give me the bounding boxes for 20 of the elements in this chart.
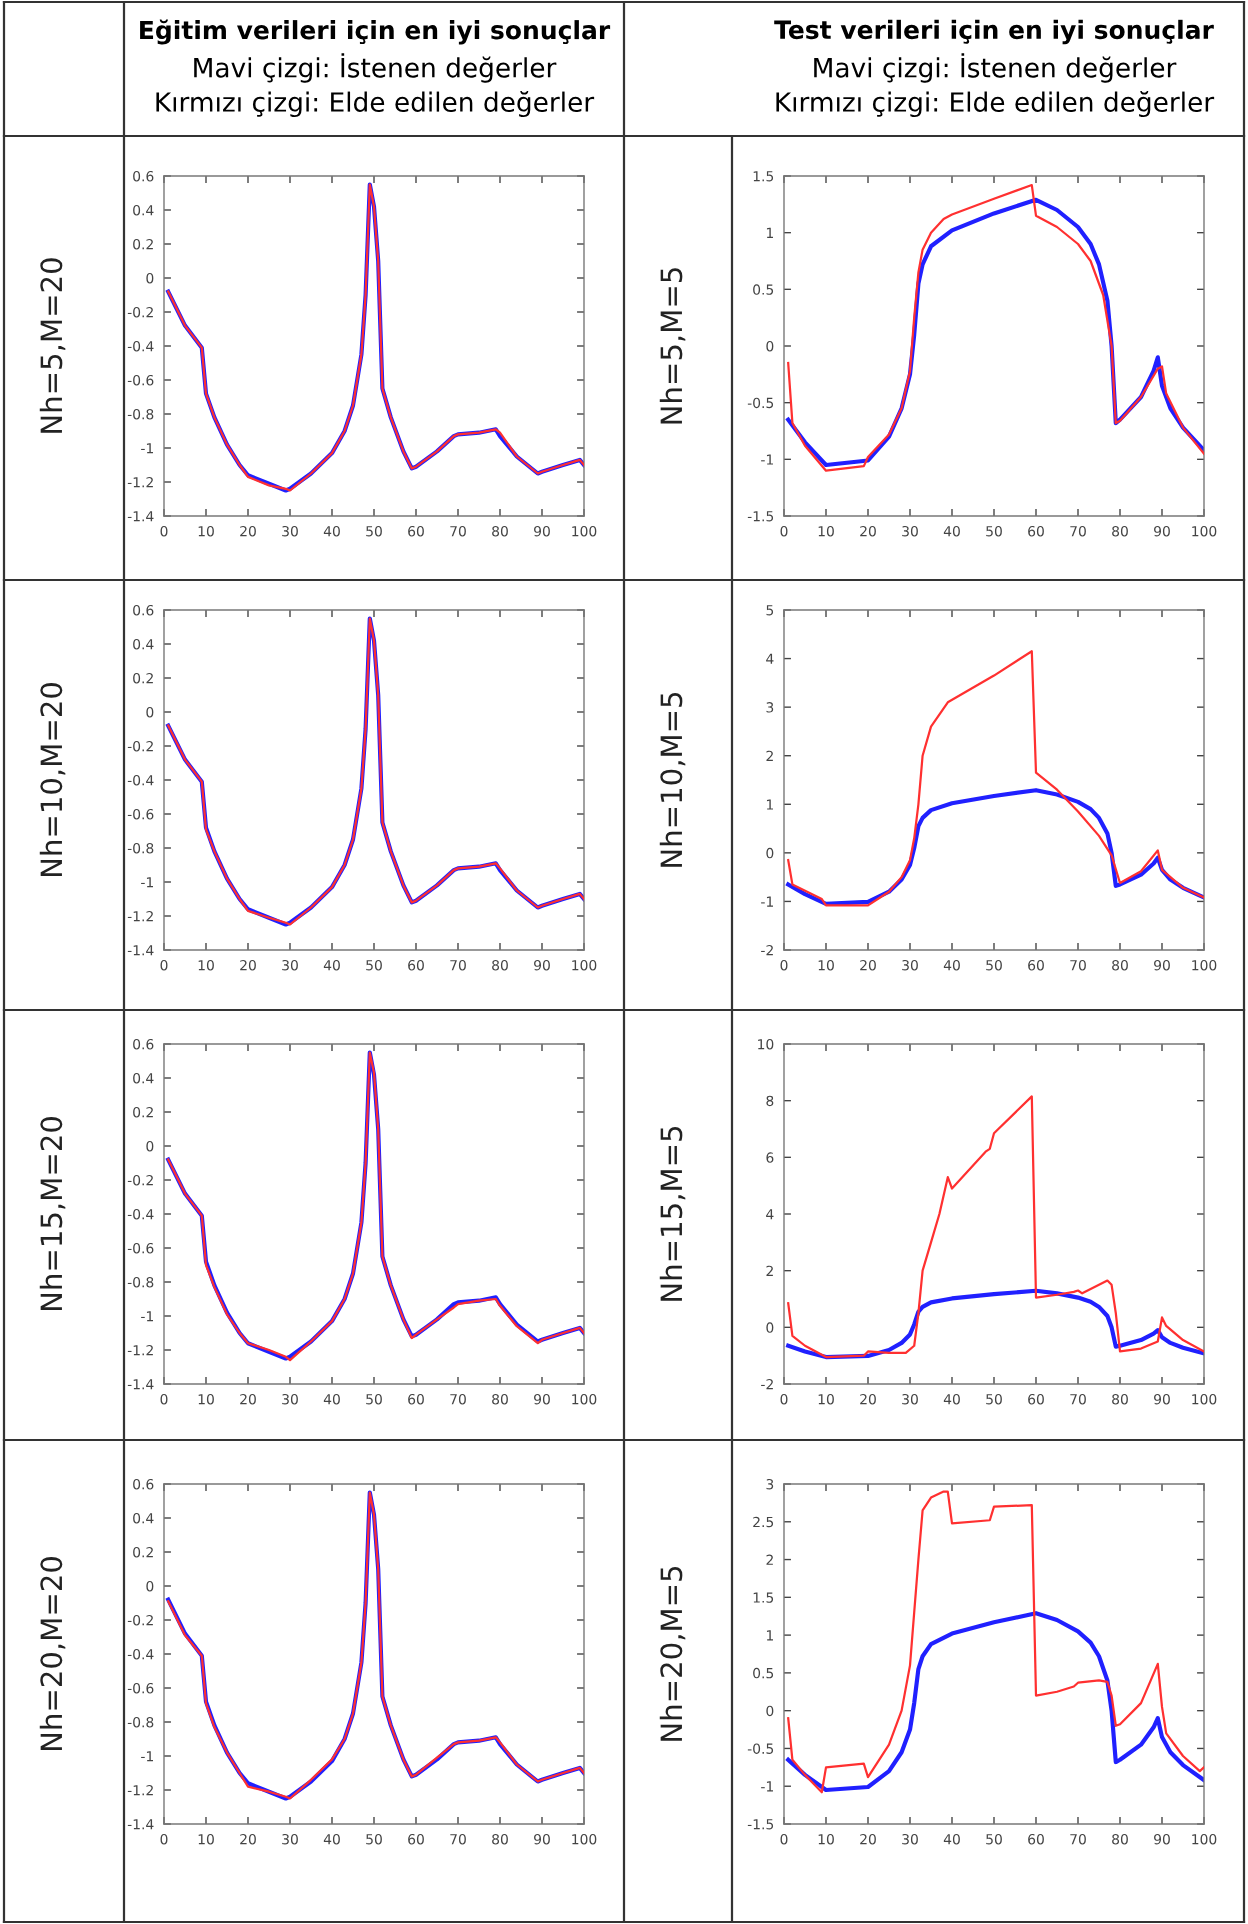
chart-title: Eğitim verileri için en iyi sonuçlar [140, 19, 611, 45]
y-axis-title: Nh=10,M=5 [659, 692, 686, 867]
line-series [786, 788, 1204, 906]
text: Kırmızı çizgi: Elde edilen değerler [776, 90, 1215, 118]
y-axis-title: Nh=5,M=5 [659, 268, 686, 424]
y-axis-title: Nh=15,M=5 [659, 1126, 686, 1301]
text: Kırmızı çizgi: Elde edilen değerler [156, 90, 595, 118]
line-series [787, 650, 1204, 907]
line-series [787, 1490, 1204, 1794]
line-series [786, 1611, 1204, 1793]
y-axis-title: Nh=20,M=20 [39, 1557, 66, 1751]
chart-subtitle: Mavi çizgi: İstenen değerler [814, 53, 1177, 83]
y-axis-title: Nh=5,M=20 [39, 258, 66, 433]
chart-title: Test verileri için en iyi sonuçlar [774, 19, 1214, 45]
chart-subtitle: Mavi çizgi: İstenen değerler [194, 53, 557, 83]
y-axis-title: Nh=15,M=20 [39, 1117, 66, 1311]
y-axis-title: Nh=10,M=20 [39, 683, 66, 877]
line-series [787, 1095, 1204, 1359]
line-series [786, 1288, 1204, 1360]
y-axis-title: Nh=20,M=5 [659, 1566, 686, 1741]
